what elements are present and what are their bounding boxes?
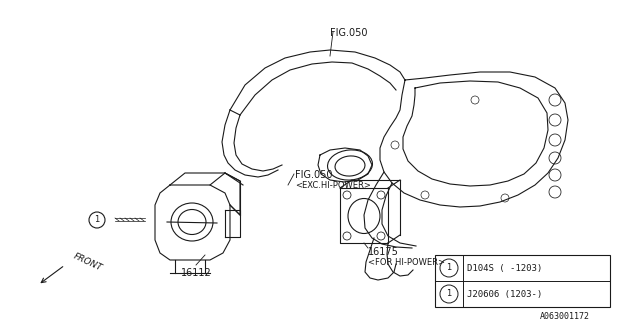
Text: FIG.050: FIG.050 (295, 170, 333, 180)
Text: 1: 1 (94, 215, 100, 225)
Text: 1: 1 (446, 263, 452, 273)
Text: FRONT: FRONT (72, 252, 104, 273)
Bar (435, 255, 610, 307)
Text: A063001172: A063001172 (540, 312, 590, 320)
Text: 16112: 16112 (180, 268, 211, 278)
Text: 1: 1 (446, 290, 452, 299)
Text: <FOR HI-POWER>: <FOR HI-POWER> (368, 258, 445, 267)
Text: D104S ( -1203): D104S ( -1203) (467, 263, 542, 273)
Text: <EXC.HI-POWER>: <EXC.HI-POWER> (295, 181, 371, 190)
Text: 16175: 16175 (368, 247, 399, 257)
Text: FIG.050: FIG.050 (330, 28, 367, 38)
Text: J20606 (1203-): J20606 (1203-) (467, 290, 542, 299)
